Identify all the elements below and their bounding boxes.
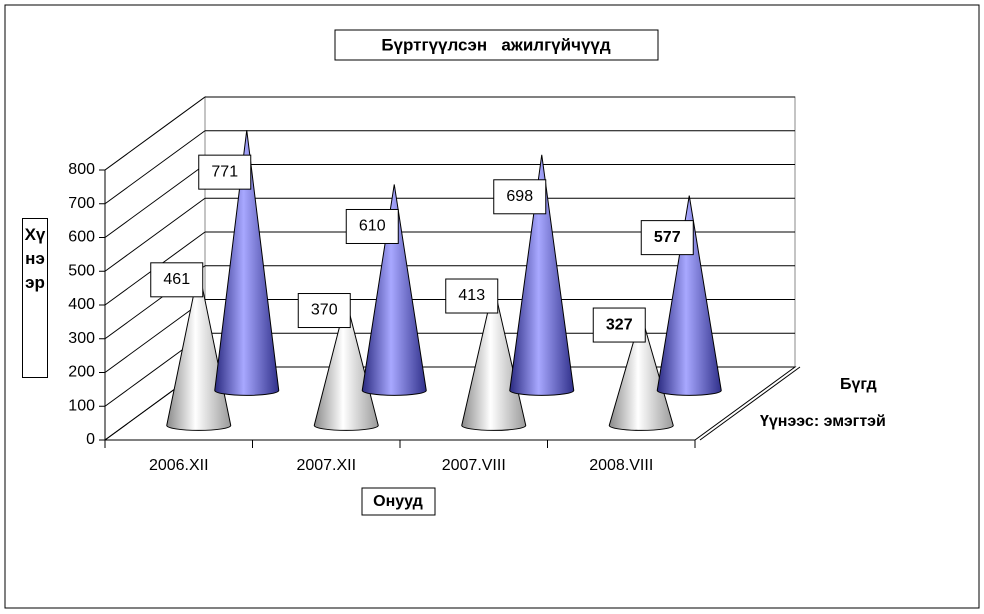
y-tick-label: 100: [68, 397, 95, 414]
value-label: 327: [606, 316, 633, 333]
value-label: 610: [359, 218, 386, 235]
y-tick-label: 300: [68, 330, 95, 347]
cone: [361, 184, 427, 396]
x-tick-label: 2006.XII: [149, 457, 209, 474]
value-label-box: [297, 293, 351, 329]
x-label-box: [361, 487, 436, 516]
value-label-box: [493, 179, 547, 215]
value-label: 698: [506, 188, 533, 205]
value-label-box: [198, 154, 252, 190]
cone: [461, 285, 527, 431]
legend-label: Үүнээс: эмэгтэй: [760, 413, 886, 430]
y-axis-label: Хүнээр: [22, 218, 48, 378]
legend-edge: [699, 366, 801, 441]
value-label: 577: [654, 229, 681, 246]
value-label-box: [640, 220, 694, 256]
grid-line: [104, 197, 206, 272]
cone: [608, 313, 674, 431]
value-label: 771: [211, 163, 238, 180]
grid-line: [104, 96, 206, 171]
y-tick-label: 800: [68, 161, 95, 178]
value-label-box: [592, 307, 646, 343]
y-tick-label: 600: [68, 229, 95, 246]
chart-title: Бүртгүүлсэн ажилгүйчүүд: [381, 35, 611, 54]
cone: [509, 154, 575, 396]
value-label-box: [150, 262, 204, 298]
title-box: [334, 29, 659, 61]
value-label-box: [345, 208, 399, 244]
value-label: 461: [163, 271, 190, 288]
value-label: 413: [458, 287, 485, 304]
x-tick-label: 2007.VIII: [442, 457, 506, 474]
value-label-box: [445, 278, 499, 314]
cone: [214, 130, 280, 396]
value-label: 370: [311, 302, 338, 319]
grid-line: [104, 299, 206, 373]
y-tick-label: 0: [86, 431, 95, 448]
cone: [313, 300, 379, 431]
y-tick-label: 200: [68, 364, 95, 381]
cone: [656, 195, 722, 396]
y-tick-label: 500: [68, 262, 95, 279]
grid-line: [104, 130, 206, 205]
x-axis-label: Онууд: [373, 493, 423, 510]
x-tick-label: 2007.XII: [296, 457, 356, 474]
y-tick-label: 700: [68, 195, 95, 212]
y-tick-label: 400: [68, 296, 95, 313]
legend-label: Бүгд: [840, 376, 877, 393]
x-tick-label: 2008.VIII: [589, 457, 653, 474]
grid-line: [104, 164, 206, 238]
